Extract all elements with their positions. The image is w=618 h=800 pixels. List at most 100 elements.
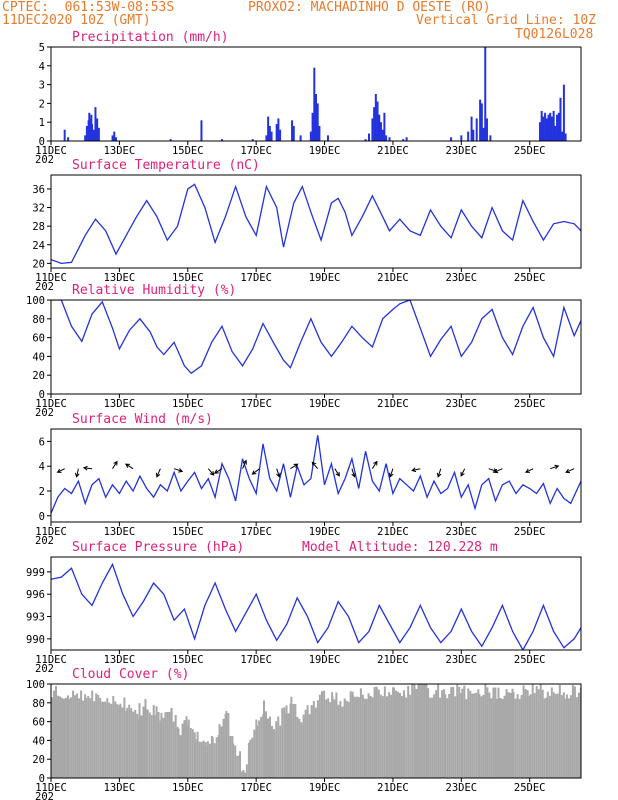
rh-ytick-label: 0	[39, 389, 45, 401]
cloud-bar	[337, 704, 340, 778]
wind-ytick-label: 4	[39, 461, 45, 473]
cloud-xtick-label: 25DEC	[514, 782, 546, 794]
cloud-bar	[514, 698, 517, 778]
press-series-line	[51, 562, 581, 650]
precip-bar	[549, 112, 552, 141]
cloud-bar	[283, 713, 286, 778]
wind-arrow	[74, 468, 80, 478]
cloud-bar	[463, 685, 466, 778]
cloud-bar	[200, 741, 203, 778]
precip-bar	[376, 101, 379, 141]
precip-panel: 0 1 2 3 4 5 11DEC 13DEC 15DEC 17DEC 19DEC 21DEC 23DE…	[35, 30, 582, 166]
precip-bar	[467, 131, 470, 141]
cloud-bar	[202, 740, 205, 778]
cloud-bar	[211, 737, 214, 778]
cloud-bar	[308, 714, 311, 778]
cloud-bar	[388, 692, 391, 778]
cloud-bar	[213, 743, 216, 778]
precip-xtick-label: 13DEC	[104, 145, 136, 157]
precip-bar	[316, 103, 319, 141]
cloud-title: Cloud Cover (%)	[72, 667, 189, 682]
cloud-bar	[390, 694, 393, 778]
precip-xtick-label: 19DEC	[309, 145, 341, 157]
precip-bar	[96, 118, 99, 141]
press-xtick-label: 15DEC	[172, 654, 204, 666]
cloud-bar	[526, 690, 529, 778]
wind-plot-area	[51, 435, 581, 514]
temp-xtick-label: 11DEC	[35, 272, 67, 284]
precip-bar	[554, 125, 557, 141]
cloud-bar	[244, 772, 247, 778]
precip-bar	[313, 67, 316, 141]
cloud-bar	[429, 697, 432, 778]
cloud-bar	[363, 698, 366, 778]
cloud-bar	[63, 698, 65, 778]
header-grid-note: Vertical Grid Line: 10Z	[416, 13, 597, 28]
cloud-bar	[174, 715, 177, 778]
cloud-bar	[294, 704, 297, 778]
cloud-bar	[505, 689, 508, 778]
cloud-bar	[314, 707, 317, 778]
cloud-bar	[253, 729, 256, 778]
cloud-bar	[132, 711, 135, 778]
wind-arrow	[213, 468, 223, 474]
cloud-bar	[335, 692, 338, 778]
precip-ytick-label: 5	[39, 42, 45, 54]
precip-ytick-label: 3	[39, 80, 45, 92]
temp-panel: 20 24 28 32 36 11DEC 13DEC 15DEC 17DEC 19DEC 21DEC…	[32, 158, 582, 293]
wind-series-line	[51, 435, 581, 514]
cloud-xtick-label: 23DEC	[446, 782, 478, 794]
precip-bar	[368, 133, 370, 141]
cloud-bar	[571, 685, 574, 778]
wind-arrow	[290, 463, 299, 470]
cloud-bar	[70, 697, 73, 778]
cloud-bar	[312, 701, 315, 778]
cloud-bar	[331, 696, 334, 778]
precip-bar	[475, 118, 478, 141]
cloud-bar	[377, 689, 380, 778]
cloud-bar	[114, 701, 117, 778]
cloud-bar	[329, 702, 332, 778]
precip-year-label: 202	[35, 154, 54, 166]
temp-xtick-label: 21DEC	[377, 272, 409, 284]
cloud-bar	[518, 698, 521, 778]
cloud-bar	[85, 698, 88, 778]
rh-xtick-label: 15DEC	[172, 398, 204, 410]
cloud-bar	[543, 698, 546, 778]
cloud-bar	[101, 701, 104, 778]
cloud-bar	[265, 711, 267, 778]
cloud-bar	[482, 694, 485, 778]
cloud-bar	[381, 696, 384, 778]
precip-bar	[489, 135, 492, 141]
cloud-bar	[359, 688, 362, 778]
press-xtick-label: 19DEC	[309, 654, 341, 666]
precip-frame	[50, 46, 582, 142]
cloud-bar	[242, 770, 245, 778]
cloud-bar	[403, 694, 406, 778]
wind-arrow	[411, 467, 421, 473]
cloud-bar	[437, 684, 440, 778]
cloud-bar	[537, 689, 540, 778]
cloud-bar	[172, 721, 175, 778]
cloud-bar	[119, 703, 122, 778]
cloud-bar	[225, 710, 228, 778]
cloud-bar	[379, 694, 382, 778]
precip-bar	[405, 137, 408, 141]
precip-bar	[545, 118, 548, 141]
chart-header: CPTEC: 061:53W-08:53S PROXO2: MACHADINHO…	[0, 0, 618, 48]
cloud-bar	[419, 684, 422, 778]
precip-bar	[402, 139, 405, 141]
wind-arrow	[436, 468, 442, 478]
cloud-bar	[227, 712, 230, 778]
temp-plot-area	[51, 183, 581, 265]
cloud-bar	[339, 701, 342, 778]
cloud-bar	[59, 696, 61, 778]
cloud-bar	[108, 702, 111, 778]
cloud-bar	[91, 690, 94, 778]
cloud-bar	[304, 709, 307, 778]
precip-ytick-label: 2	[39, 98, 45, 110]
cloud-bar	[524, 689, 527, 778]
precip-xtick-label: 15DEC	[172, 145, 204, 157]
cloud-bar	[435, 690, 438, 778]
